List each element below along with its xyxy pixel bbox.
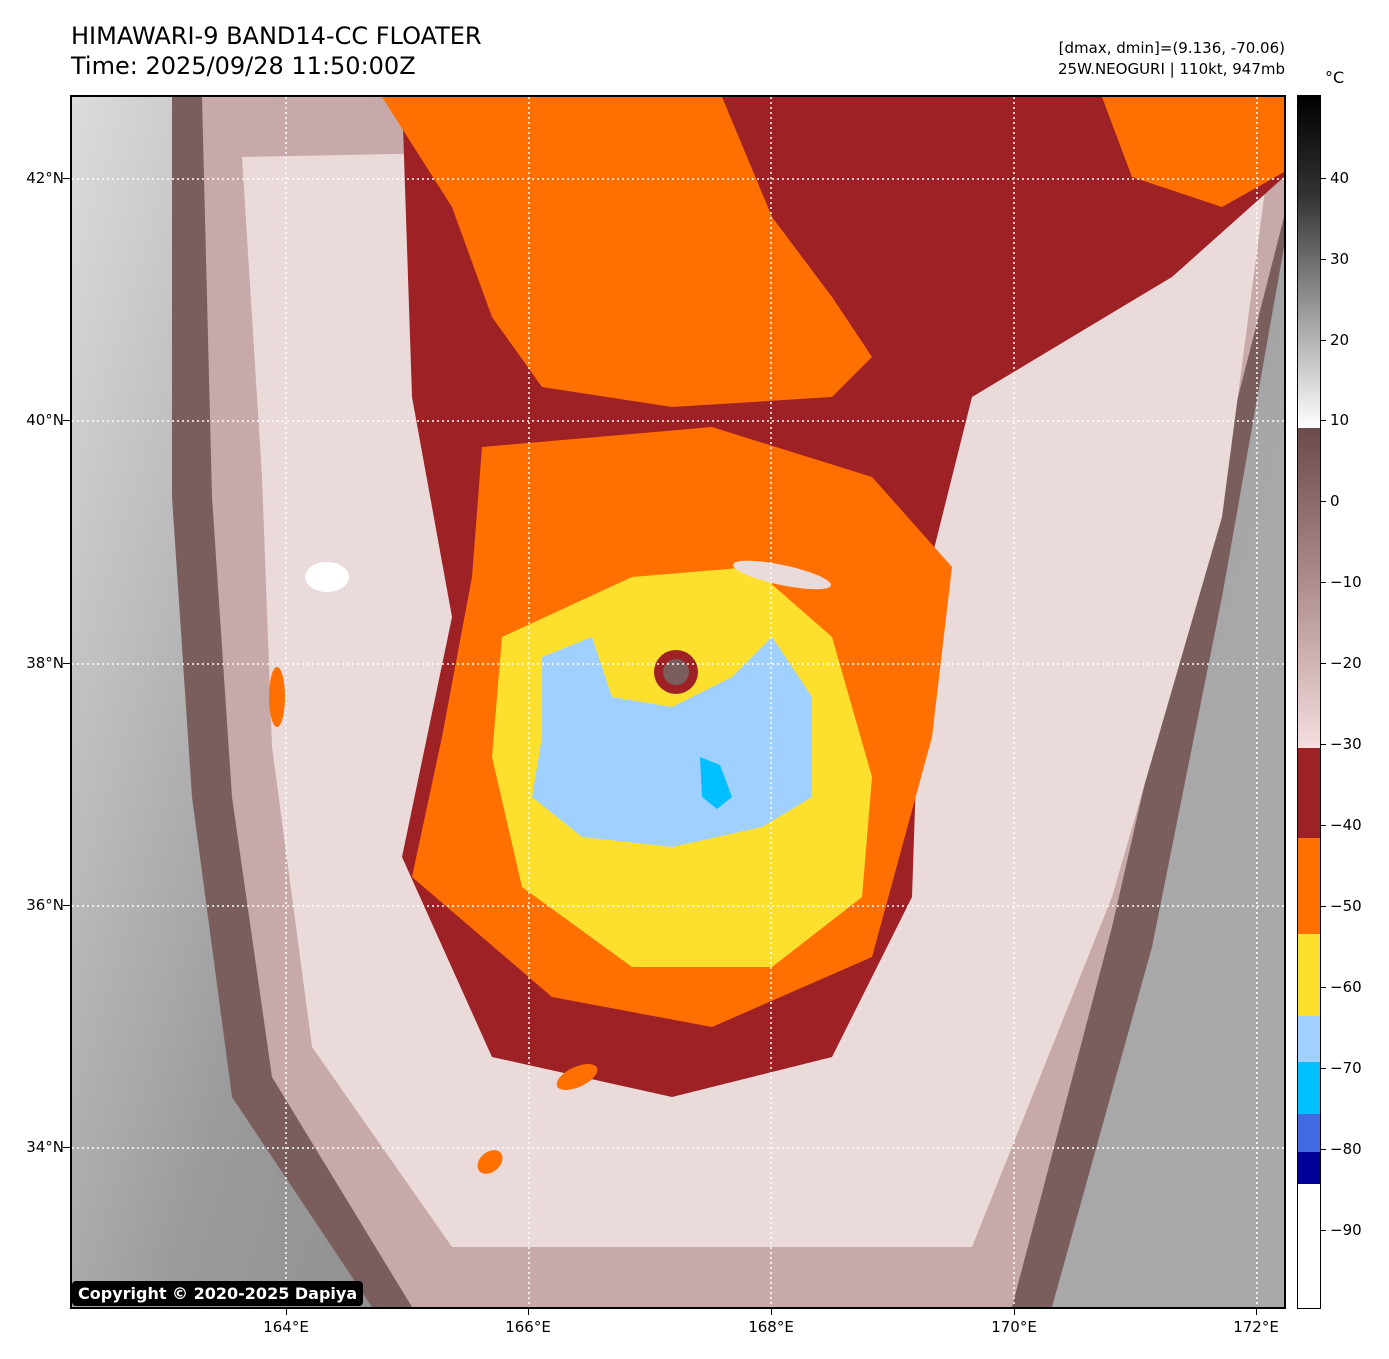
colorbar-label: 0	[1330, 492, 1340, 510]
lon-tick	[286, 1309, 287, 1315]
lon-label-164e: 164°E	[263, 1318, 309, 1336]
copyright-badge: Copyright © 2020-2025 Dapiya	[72, 1281, 364, 1306]
lat-label-36n: 36°N	[26, 896, 64, 914]
cloud-top-imagery	[72, 97, 1284, 1307]
colorbar-label: −50	[1330, 897, 1362, 915]
colorbar-label: −30	[1330, 735, 1362, 753]
colorbar-tick	[1321, 1068, 1326, 1069]
lat-tick	[63, 420, 70, 421]
image-title: HIMAWARI-9 BAND14-CC FLOATER	[71, 22, 482, 50]
lat-tick	[63, 663, 70, 664]
lon-label-166e: 166°E	[505, 1318, 551, 1336]
colorbar-tick	[1321, 663, 1326, 664]
lat-label-42n: 42°N	[26, 169, 64, 187]
colorbar-label: 30	[1330, 250, 1350, 268]
lon-tick	[1014, 1309, 1015, 1315]
colorbar-tick	[1321, 178, 1326, 179]
colorbar-label: −70	[1330, 1059, 1362, 1077]
lon-label-172e: 172°E	[1233, 1318, 1279, 1336]
colorbar-unit: °C	[1325, 68, 1345, 87]
colorbar-label: −40	[1330, 816, 1362, 834]
colorbar-scale	[1298, 96, 1320, 1308]
colorbar-label: −90	[1330, 1221, 1362, 1239]
colorbar-tick	[1321, 1149, 1326, 1150]
lon-label-168e: 168°E	[748, 1318, 794, 1336]
colorbar-label: −80	[1330, 1140, 1362, 1158]
dmax-dmin-text: [dmax, dmin]=(9.136, -70.06)	[1058, 39, 1285, 57]
lon-tick	[1256, 1309, 1257, 1315]
colorbar-tick	[1321, 340, 1326, 341]
colorbar-label: −20	[1330, 654, 1362, 672]
lat-label-40n: 40°N	[26, 411, 64, 429]
lat-label-34n: 34°N	[26, 1138, 64, 1156]
lat-tick	[63, 905, 70, 906]
colorbar	[1297, 95, 1321, 1309]
colorbar-tick	[1321, 906, 1326, 907]
lat-tick	[63, 178, 70, 179]
image-timestamp: Time: 2025/09/28 11:50:00Z	[71, 52, 416, 80]
colorbar-label: 10	[1330, 411, 1350, 429]
colorbar-label: −10	[1330, 573, 1362, 591]
lat-tick	[63, 1147, 70, 1148]
colorbar-label: 20	[1330, 331, 1350, 349]
colorbar-tick	[1321, 259, 1326, 260]
colorbar-tick	[1321, 420, 1326, 421]
lon-tick	[528, 1309, 529, 1315]
colorbar-tick	[1321, 1230, 1326, 1231]
graticule	[72, 97, 1284, 1307]
lat-label-38n: 38°N	[26, 654, 64, 672]
colorbar-tick	[1321, 987, 1326, 988]
satellite-image	[70, 95, 1286, 1309]
colorbar-tick	[1321, 744, 1326, 745]
colorbar-tick	[1321, 582, 1326, 583]
colorbar-label: 40	[1330, 169, 1350, 187]
colorbar-label: −60	[1330, 978, 1362, 996]
storm-info-text: 25W.NEOGURI | 110kt, 947mb	[1057, 60, 1285, 78]
colorbar-tick	[1321, 825, 1326, 826]
lon-tick	[771, 1309, 772, 1315]
colorbar-tick	[1321, 501, 1326, 502]
lon-label-170e: 170°E	[991, 1318, 1037, 1336]
